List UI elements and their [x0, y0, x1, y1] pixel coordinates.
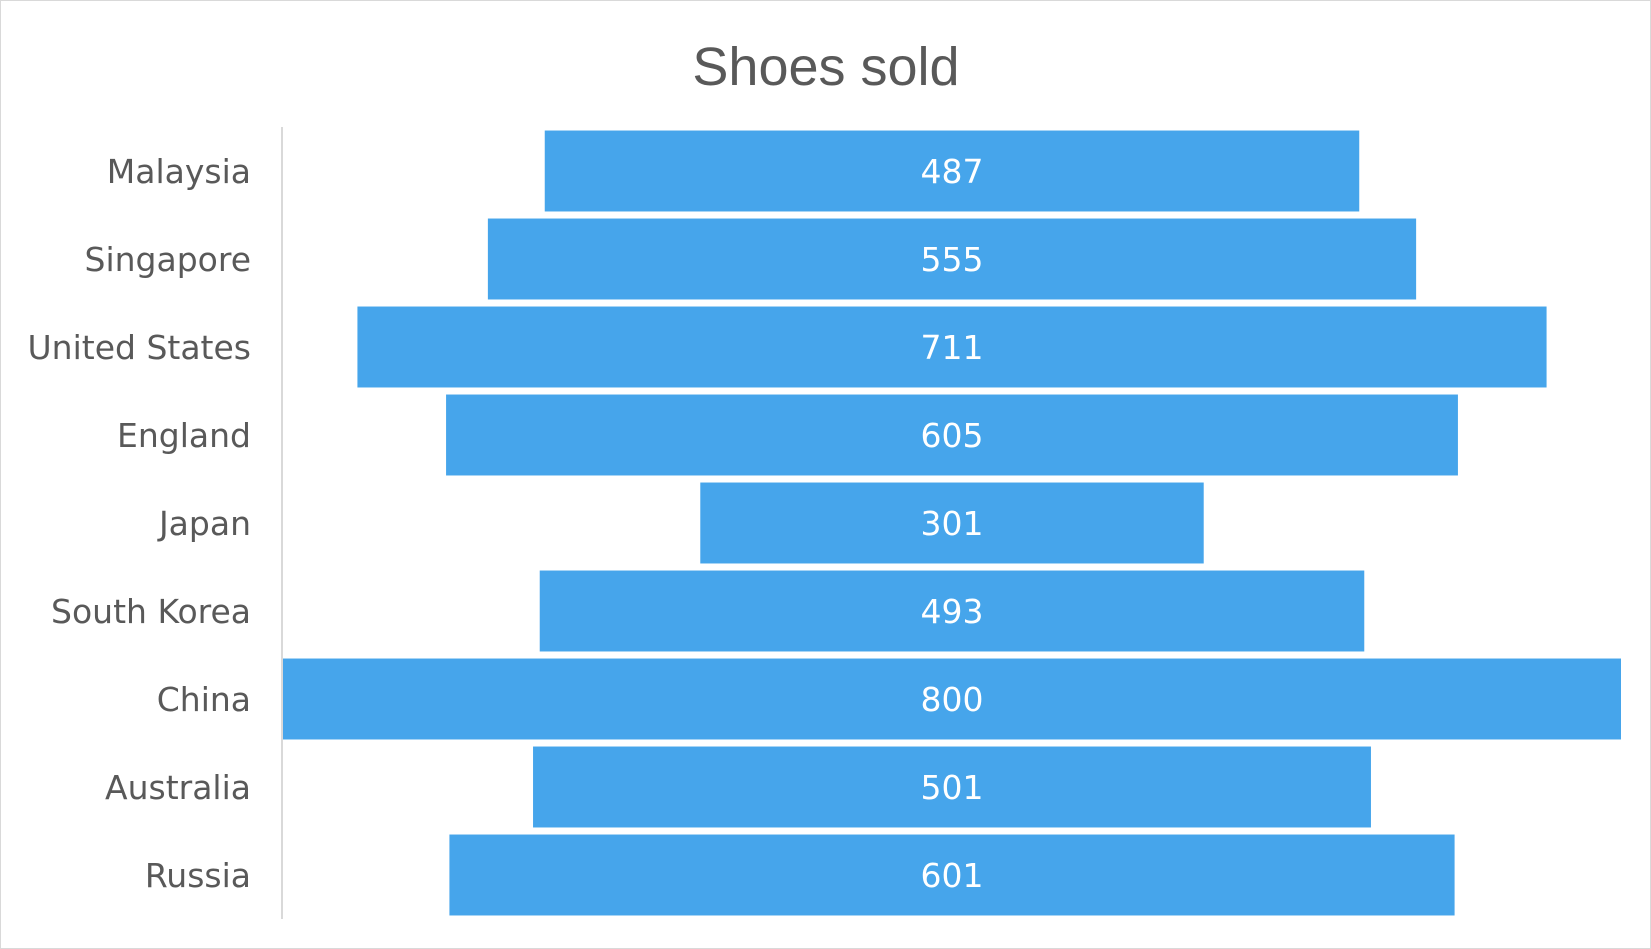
data-label: 493 [921, 592, 984, 631]
bar [539, 570, 1365, 652]
bar [544, 130, 1360, 212]
bar [533, 746, 1371, 828]
bar [487, 218, 1417, 300]
data-label: 800 [921, 680, 984, 719]
bar [446, 394, 1458, 476]
data-label: 487 [921, 152, 984, 191]
data-label: 501 [921, 768, 984, 807]
data-label: 601 [921, 856, 984, 895]
category-label: United States [28, 328, 251, 367]
category-label: Japan [157, 504, 251, 543]
chart-title: Shoes sold [692, 37, 959, 97]
data-label: 555 [921, 240, 984, 279]
category-label: China [157, 680, 251, 719]
category-label: South Korea [51, 592, 251, 631]
data-label: 605 [921, 416, 984, 455]
category-label: Singapore [85, 240, 251, 279]
category-label: Russia [145, 856, 251, 895]
category-label: Australia [105, 768, 251, 807]
category-label: England [117, 416, 251, 455]
category-label: Malaysia [107, 152, 251, 191]
data-label: 301 [921, 504, 984, 543]
bar [283, 658, 1621, 740]
data-labels-group: 487 555 711 605 301 493 800 501 601 [921, 152, 984, 895]
bar [700, 482, 1204, 564]
bar [449, 834, 1455, 916]
category-labels-group: Malaysia Singapore United States England Jap… [28, 152, 251, 895]
bar [357, 306, 1547, 388]
bars-group [283, 130, 1621, 916]
data-label: 711 [921, 328, 984, 367]
